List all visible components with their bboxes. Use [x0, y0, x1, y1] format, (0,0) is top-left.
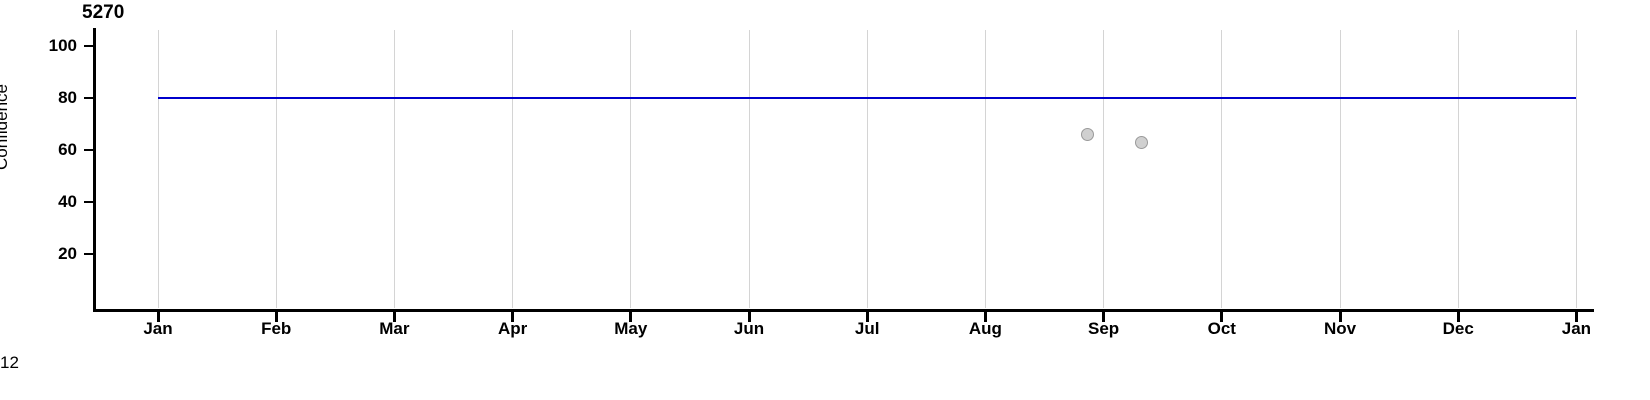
x-tick-label-12: Jan	[1561, 319, 1592, 338]
gridline-jul-6	[866, 30, 868, 308]
x-tick-mark-12	[1574, 312, 1578, 322]
y-tick-mark-60	[84, 149, 94, 151]
x-tick-mark-5	[747, 312, 751, 322]
x-tick-mark-6	[865, 312, 869, 322]
x-tick-label-10: Nov	[1323, 319, 1357, 338]
y-tick-label-40: 40	[58, 192, 77, 211]
x-tick-label-6: Jul	[854, 319, 880, 338]
x-tick-mark-3	[511, 312, 515, 322]
x-tick-label-0: Jan	[143, 319, 173, 338]
x-tick-label-4: May	[614, 319, 648, 338]
gridline-jun-5	[748, 30, 750, 308]
y-tick-label-100: 100	[48, 36, 77, 55]
x-tick-mark-11	[1456, 312, 1460, 322]
data-point-1[interactable]	[1134, 135, 1148, 149]
gridline-sep-8	[1103, 30, 1105, 308]
x-tick-mark-1	[274, 312, 278, 322]
x-tick-label-1: Feb	[261, 319, 292, 338]
x-tick-mark-8	[1102, 312, 1106, 322]
y-axis-line	[93, 28, 96, 312]
gridline-may-4	[630, 30, 632, 308]
gridline-dec-11	[1457, 30, 1459, 308]
x-tick-label-3: Apr	[497, 319, 528, 338]
gridline-jan-0	[157, 30, 159, 308]
x-axis-line	[93, 309, 1594, 312]
x-tick-mark-9	[1220, 312, 1224, 322]
x-tick-mark-0	[156, 312, 160, 322]
y-tick-mark-20	[84, 253, 94, 255]
gridline-feb-1	[275, 30, 277, 308]
gridline-oct-9	[1221, 30, 1223, 308]
x-axis-title: 2012	[0, 353, 19, 372]
threshold-line	[158, 97, 1577, 99]
x-tick-mark-2	[392, 312, 396, 322]
y-tick-mark-40	[84, 201, 94, 203]
x-tick-mark-7	[983, 312, 987, 322]
y-tick-label-60: 60	[58, 140, 77, 159]
gridline-mar-2	[393, 30, 395, 308]
gridline-jan-12	[1575, 30, 1577, 308]
x-tick-label-11: Dec	[1442, 319, 1474, 338]
y-tick-mark-100	[84, 45, 94, 47]
x-tick-label-2: Mar	[379, 319, 410, 338]
y-tick-label-80: 80	[58, 88, 77, 107]
data-point-0[interactable]	[1080, 127, 1094, 141]
gridline-aug-7	[984, 30, 986, 308]
y-tick-label-20: 20	[58, 244, 77, 263]
x-tick-mark-4	[629, 312, 633, 322]
chart-title: 5270	[82, 2, 125, 23]
y-axis-title: Confidence	[0, 83, 11, 170]
x-tick-label-8: Sep	[1088, 319, 1120, 338]
x-tick-label-5: Jun	[733, 319, 765, 338]
gridline-apr-3	[512, 30, 514, 308]
x-tick-mark-10	[1338, 312, 1342, 322]
y-tick-mark-80	[84, 97, 94, 99]
x-tick-label-7: Aug	[968, 319, 1002, 338]
x-tick-label-9: Oct	[1207, 319, 1236, 338]
gridline-nov-10	[1339, 30, 1341, 308]
